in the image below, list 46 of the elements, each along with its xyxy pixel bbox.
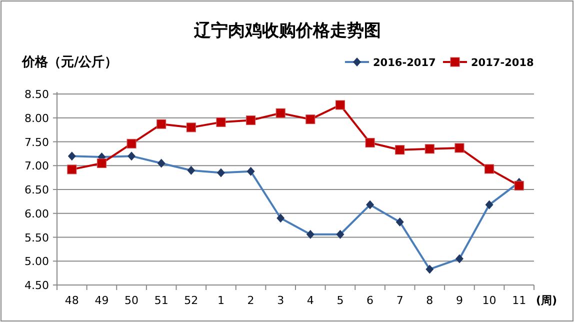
x-tick-label: 6 — [366, 294, 374, 307]
x-tick-label: 49 — [94, 294, 109, 307]
x-tick-label: 7 — [396, 294, 404, 307]
point — [306, 114, 316, 124]
point — [246, 115, 256, 126]
point — [216, 117, 226, 127]
x-tick-label: 11 — [512, 294, 526, 307]
legend-label: 2017-2018 — [471, 57, 534, 69]
x-tick-label: 51 — [154, 294, 168, 307]
y-tick-label: 5.00 — [24, 255, 49, 268]
point — [395, 145, 405, 155]
x-tick-label: 8 — [426, 294, 434, 307]
point — [156, 119, 166, 129]
point — [365, 138, 375, 148]
x-tick-label: 50 — [124, 294, 139, 307]
x-axis-title: (周) — [536, 294, 558, 307]
point — [424, 144, 434, 154]
x-tick-label: 10 — [482, 294, 496, 307]
y-tick-label: 8.50 — [24, 88, 49, 101]
x-tick-label: 9 — [456, 294, 463, 307]
y-tick-label: 7.50 — [24, 136, 49, 149]
point — [454, 143, 464, 153]
y-tick-label: 7.00 — [24, 160, 49, 173]
point — [276, 108, 286, 118]
point — [335, 100, 346, 110]
chart-title: 辽宁肉鸡收购价格走势图 — [193, 21, 381, 40]
point — [96, 158, 107, 168]
y-axis-title: 价格（元/公斤） — [21, 54, 118, 70]
y-tick-label: 8.00 — [24, 112, 49, 125]
x-tick-label: 4 — [306, 294, 314, 307]
y-tick-label: 4.50 — [24, 279, 49, 292]
y-tick-label: 6.00 — [24, 207, 49, 220]
y-tick-label: 6.50 — [24, 184, 49, 196]
x-tick-label: 2 — [247, 294, 254, 307]
point — [484, 164, 494, 174]
x-tick-label: 48 — [64, 294, 79, 307]
x-tick-label: 5 — [336, 294, 344, 307]
x-tick-label: 1 — [217, 294, 224, 307]
legend-label: 2016-2017 — [373, 57, 436, 69]
point — [186, 122, 196, 132]
point — [126, 138, 136, 148]
y-tick-label: 5.50 — [24, 231, 49, 244]
point — [67, 164, 77, 174]
point — [514, 180, 524, 190]
x-tick-label: 52 — [184, 294, 198, 307]
x-tick-label: 3 — [277, 294, 284, 307]
